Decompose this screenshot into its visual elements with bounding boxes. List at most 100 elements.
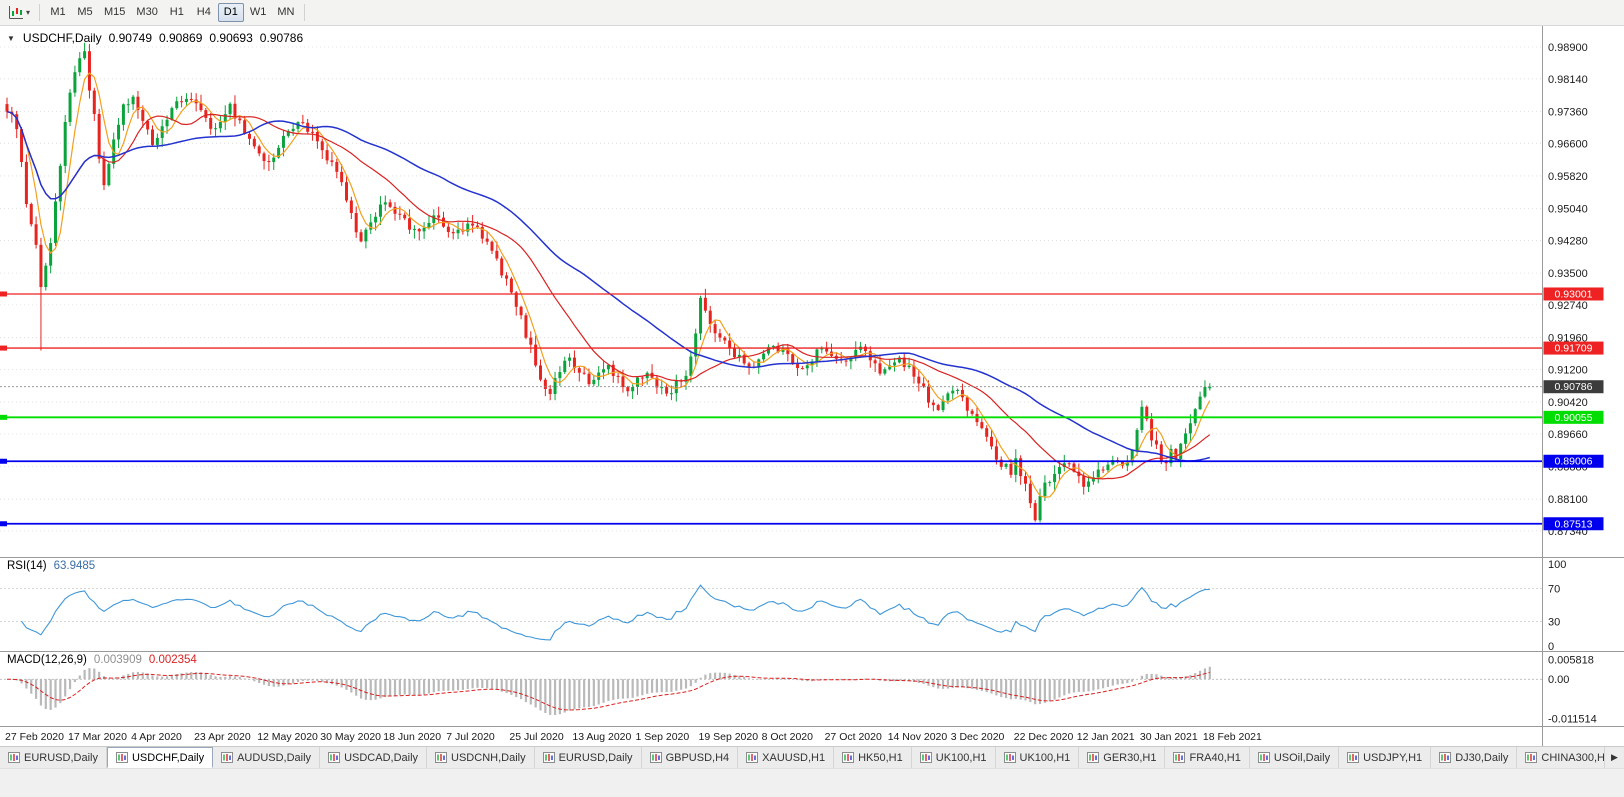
tab-label: XAUUSD,H1 [762,751,826,764]
hline-anchor[interactable] [0,345,7,351]
chart-tab-usdcad-daily[interactable]: USDCAD,Daily [320,747,428,768]
chart-tab-usoil-daily[interactable]: USOil,Daily [1249,747,1340,768]
chevron-down-icon[interactable]: ▾ [26,7,31,17]
chart-tab-uk100-h1[interactable]: UK100,H1 [911,747,996,768]
chart-tab-usdcnh-daily[interactable]: USDCNH,Daily [427,747,535,768]
tab-label: AUDUSD,Daily [237,751,312,764]
hline-support-0.89006[interactable] [0,458,1542,464]
chart-icon [746,752,759,763]
tab-label: HK50,H1 [858,751,903,764]
date-label: 3 Dec 2020 [951,731,1005,743]
price-tick-label: 0.94280 [1548,235,1588,247]
price-tick-label: 0.98900 [1548,42,1588,54]
chart-area: 0.98900 0.98140 0.97360 0.96600 0.95820 0.950… [0,26,1624,746]
price-tick-label: 0.98140 [1548,74,1588,86]
date-label: 14 Nov 2020 [888,731,948,743]
hline-anchor[interactable] [0,521,7,527]
chart-pointer-icon[interactable]: ▾ [4,3,34,22]
tab-label: UK100,H1 [1019,751,1071,764]
date-axis[interactable]: 27 Feb 2020 17 Mar 2020 4 Apr 2020 23 Apr 2… [5,731,1262,743]
chart-tab-ger30-h1[interactable]: GER30,H1 [1079,747,1166,768]
chart-canvas[interactable]: 0.98900 0.98140 0.97360 0.96600 0.95820 0.950… [0,26,1624,746]
chart-tab-uk100-h1[interactable]: UK100,H1 [995,747,1080,768]
chart-icon [221,752,234,763]
svg-text:0.89006: 0.89006 [1555,456,1593,468]
macd-tick-label: -0.011514 [1548,714,1597,726]
price-tag-support-0.90055: 0.90055 [1543,410,1604,424]
price-tick-label: 0.93500 [1548,268,1588,280]
chart-tab-audusd-daily[interactable]: AUDUSD,Daily [213,747,321,768]
chart-icon [1173,752,1186,763]
tab-label: UK100,H1 [935,751,987,764]
toolbar-separator [39,4,41,21]
timeframe-button-mn[interactable]: MN [277,6,295,18]
hline-anchor[interactable] [0,458,7,464]
svg-text:0.90055: 0.90055 [1555,412,1593,424]
hline-support-0.90055[interactable] [0,414,1542,420]
chart-tab-usdjpy-h1[interactable]: USDJPY,H1 [1339,747,1432,768]
macd-histogram [10,666,1211,715]
timeframe-button-w1[interactable]: W1 [249,6,267,18]
date-label: 12 Jan 2021 [1077,731,1135,743]
macd-tick-label: 0.00 [1548,674,1569,686]
price-tick-label: 0.96600 [1548,138,1588,150]
tab-label: FRA40,H1 [1189,751,1241,764]
hline-resistance-0.91709[interactable] [0,345,1542,351]
tab-label: GBPUSD,H4 [665,751,730,764]
chart-tab-eurusd-daily[interactable]: EURUSD,Daily [534,747,642,768]
timeframe-button-m5[interactable]: M5 [77,6,93,18]
hline-anchor[interactable] [0,414,7,420]
tab-label: DJ30,Daily [1455,751,1509,764]
timeframe-button-h1[interactable]: H1 [169,6,184,18]
ma-5-line [6,72,1211,498]
chart-tab-xauusd-h1[interactable]: XAUUSD,H1 [738,747,835,768]
chart-tab-china300-h1[interactable]: CHINA300,H1 [1517,747,1604,768]
svg-text:0.87513: 0.87513 [1555,518,1593,530]
date-label: 23 Apr 2020 [194,731,251,743]
timeframe-button-m1[interactable]: M1 [50,6,66,18]
price-tick-label: 0.91960 [1548,333,1588,345]
svg-text:0.93001: 0.93001 [1555,288,1593,300]
tab-label: EURUSD,Daily [558,751,633,764]
chart-tab-usdchf-daily[interactable]: USDCHF,Daily [106,747,214,768]
date-label: 19 Sep 2020 [699,731,759,743]
timeframe-button-h4[interactable]: H4 [196,6,211,18]
hline-support-0.87513[interactable] [0,521,1542,527]
date-label: 30 May 2020 [320,731,381,743]
timeframe-button-m30[interactable]: M30 [136,6,158,18]
timeframe-buttons-group: M1 M5 M15 M30 H1 H4 D1 W1 MN [45,3,299,22]
date-label: 18 Jun 2020 [383,731,441,743]
tab-label: USDCAD,Daily [344,751,419,764]
date-label: 13 Aug 2020 [572,731,631,743]
timeframe-button-d1[interactable]: D1 [217,3,244,22]
price-tag-support-0.89006: 0.89006 [1543,454,1604,468]
date-label: 30 Jan 2021 [1140,731,1198,743]
chart-tab-gbpusd-h4[interactable]: GBPUSD,H4 [641,747,739,768]
chart-icon [1525,752,1538,763]
chart-tab-eurusd-daily[interactable]: EURUSD,Daily [0,747,107,768]
date-label: 18 Feb 2021 [1203,731,1262,743]
timeframe-button-m15[interactable]: M15 [104,6,126,18]
svg-text:0.91709: 0.91709 [1555,343,1593,355]
chart-icon [328,752,341,763]
chart-tab-dj30-daily[interactable]: DJ30,Daily [1431,747,1518,768]
rsi-tick-label: 70 [1548,584,1560,596]
chart-tab-fra40-h1[interactable]: FRA40,H1 [1165,747,1250,768]
hline-resistance-0.93001[interactable] [0,291,1542,297]
chart-pointer-glyph [9,6,23,19]
chart-icon [1087,752,1100,763]
tab-label: USOil,Daily [1273,751,1331,764]
price-grid [0,46,1542,532]
chart-icon [8,752,20,763]
chart-icon [1347,752,1360,763]
tab-scroll-right-button[interactable]: ▶ [1604,747,1624,768]
toolbar-separator [304,4,306,21]
date-label: 8 Oct 2020 [762,731,814,743]
hline-anchor[interactable] [0,291,7,297]
price-tag-support-0.87513: 0.87513 [1543,517,1604,531]
tab-label: USDJPY,H1 [1363,751,1423,764]
tab-label: GER30,H1 [1103,751,1157,764]
chart-icon [919,752,932,763]
chart-tab-hk50-h1[interactable]: HK50,H1 [834,747,912,768]
price-tick-label: 0.90420 [1548,397,1588,409]
